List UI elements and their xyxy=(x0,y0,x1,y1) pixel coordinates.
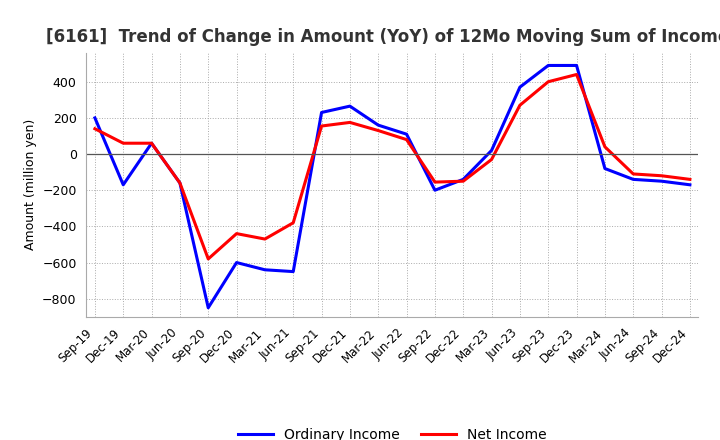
Ordinary Income xyxy=(600,166,609,171)
Ordinary Income xyxy=(657,179,666,184)
Ordinary Income xyxy=(544,63,552,68)
Ordinary Income xyxy=(572,63,581,68)
Net Income xyxy=(318,123,326,128)
Line: Ordinary Income: Ordinary Income xyxy=(95,66,690,308)
Net Income xyxy=(148,140,156,146)
Ordinary Income xyxy=(346,103,354,109)
Net Income xyxy=(204,256,212,261)
Net Income xyxy=(685,177,694,182)
Ordinary Income xyxy=(402,132,411,137)
Net Income xyxy=(346,120,354,125)
Net Income xyxy=(600,144,609,150)
Ordinary Income xyxy=(91,115,99,121)
Net Income xyxy=(431,180,439,185)
Net Income xyxy=(544,79,552,84)
Net Income xyxy=(289,220,297,225)
Net Income xyxy=(176,180,184,186)
Ordinary Income xyxy=(459,177,467,182)
Line: Net Income: Net Income xyxy=(95,74,690,259)
Ordinary Income xyxy=(431,187,439,193)
Net Income xyxy=(487,157,496,162)
Ordinary Income xyxy=(176,180,184,186)
Net Income xyxy=(402,137,411,142)
Ordinary Income xyxy=(629,177,637,182)
Ordinary Income xyxy=(318,110,326,115)
Net Income xyxy=(657,173,666,178)
Ordinary Income xyxy=(204,305,212,310)
Net Income xyxy=(459,179,467,184)
Net Income xyxy=(233,231,241,236)
Ordinary Income xyxy=(261,267,269,272)
Net Income xyxy=(374,128,382,133)
Ordinary Income xyxy=(487,148,496,153)
Title: [6161]  Trend of Change in Amount (YoY) of 12Mo Moving Sum of Incomes: [6161] Trend of Change in Amount (YoY) o… xyxy=(46,28,720,46)
Ordinary Income xyxy=(374,122,382,128)
Ordinary Income xyxy=(233,260,241,265)
Legend: Ordinary Income, Net Income: Ordinary Income, Net Income xyxy=(233,422,552,440)
Net Income xyxy=(119,140,127,146)
Net Income xyxy=(516,103,524,108)
Net Income xyxy=(261,236,269,242)
Ordinary Income xyxy=(119,182,127,187)
Ordinary Income xyxy=(685,182,694,187)
Net Income xyxy=(91,126,99,132)
Ordinary Income xyxy=(516,84,524,90)
Ordinary Income xyxy=(289,269,297,274)
Y-axis label: Amount (million yen): Amount (million yen) xyxy=(24,119,37,250)
Net Income xyxy=(629,171,637,176)
Ordinary Income xyxy=(148,140,156,146)
Net Income xyxy=(572,72,581,77)
